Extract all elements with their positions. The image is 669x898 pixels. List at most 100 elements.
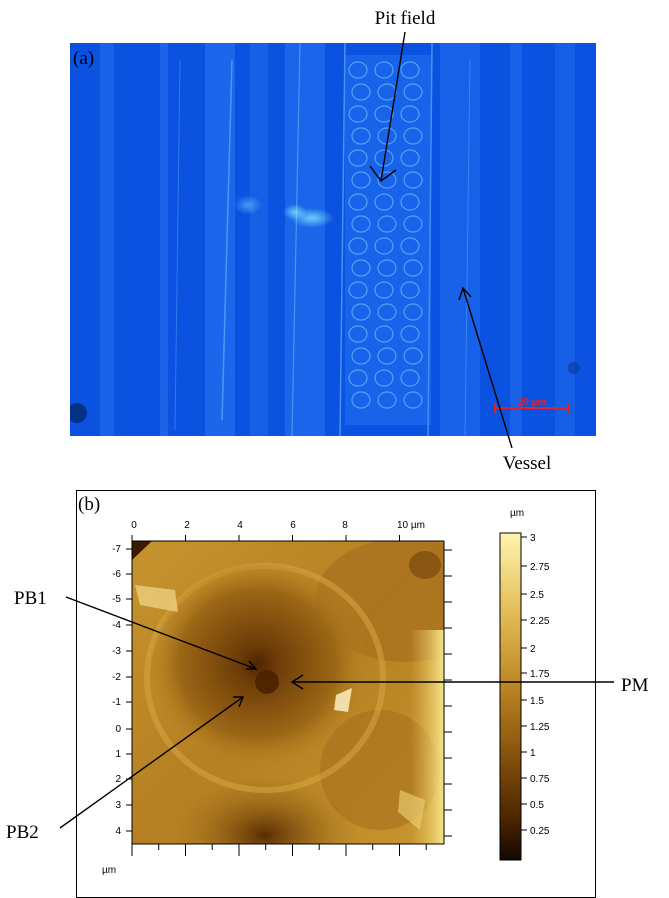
pit [374, 105, 394, 123]
pit-field-arrow [369, 31, 406, 182]
pit [348, 193, 368, 211]
colorbar-tick-11: 0.25 [530, 826, 550, 837]
pit [400, 237, 420, 255]
pit [348, 149, 368, 167]
y-tick-5: -2 [112, 672, 121, 683]
y-tick-4: -3 [112, 646, 121, 657]
vessel-label: Vessel [503, 453, 552, 474]
pit [403, 391, 423, 409]
panel-a-micrograph [70, 43, 596, 436]
pit [403, 259, 423, 277]
pb2-label: PB2 [6, 822, 39, 843]
x-tick-4: 8 [342, 520, 348, 531]
pb1-label: PB1 [14, 588, 47, 609]
pit [403, 215, 423, 233]
pit [348, 281, 368, 299]
pit [400, 149, 420, 167]
pit [400, 61, 420, 79]
pit [374, 61, 394, 79]
y-tick-10: 3 [115, 800, 121, 811]
y-tick-0: -7 [112, 544, 121, 555]
pit [351, 171, 371, 189]
pit [400, 105, 420, 123]
colorbar-tick-6: 1.5 [530, 696, 544, 707]
scale-bar: 20 µm [494, 397, 570, 413]
pit [403, 171, 423, 189]
colorbar-tick-7: 1.25 [530, 722, 550, 733]
pit-field-label: Pit field [375, 8, 436, 29]
x-tick-3: 6 [290, 520, 296, 531]
pit [400, 369, 420, 387]
x-tick-2: 4 [237, 520, 243, 531]
height-colorbar [499, 532, 522, 861]
afm-height-image [132, 541, 444, 844]
pit [374, 369, 394, 387]
colorbar-tick-4: 2 [530, 644, 536, 655]
pit [348, 369, 368, 387]
x-tick-5: 10 µm [397, 520, 425, 531]
pit [374, 237, 394, 255]
pit [351, 391, 371, 409]
pit [403, 83, 423, 101]
colorbar-tick-9: 0.75 [530, 774, 550, 785]
pit [351, 303, 371, 321]
pit [377, 215, 397, 233]
y-tick-6: -1 [112, 697, 121, 708]
pit [348, 105, 368, 123]
panel-a-label: (a) [73, 48, 94, 69]
afm-y-axis [126, 548, 132, 832]
afm-right-ticks [444, 549, 452, 837]
colorbar-unit: µm [510, 508, 524, 519]
y-tick-11: 4 [115, 826, 121, 837]
pit [400, 281, 420, 299]
colorbar-tick-5: 1.75 [530, 669, 550, 680]
pit [400, 193, 420, 211]
colorbar-tick-10: 0.5 [530, 800, 544, 811]
pit [374, 281, 394, 299]
y-tick-3: -4 [112, 620, 121, 631]
pit [377, 171, 397, 189]
pit [348, 61, 368, 79]
colorbar-ticks [521, 536, 527, 831]
pm-arrow [290, 674, 614, 690]
y-tick-2: -5 [112, 594, 121, 605]
x-tick-1: 2 [184, 520, 190, 531]
pit [351, 83, 371, 101]
pit [400, 325, 420, 343]
y-tick-8: 1 [115, 749, 121, 760]
pit [377, 347, 397, 365]
colorbar-tick-0: 3 [530, 533, 536, 544]
pb1-arrow [65, 596, 258, 670]
afm-image-border [131, 540, 445, 845]
pb2-arrow [59, 696, 245, 829]
vessel-arrow [458, 286, 513, 449]
pit [374, 193, 394, 211]
pit [403, 127, 423, 145]
scale-bar-label: 20 µm [518, 397, 547, 408]
pit [351, 259, 371, 277]
pit [377, 391, 397, 409]
pit [351, 127, 371, 145]
pit [348, 325, 368, 343]
pit [351, 215, 371, 233]
pit [374, 325, 394, 343]
y-tick-9: 2 [115, 774, 121, 785]
x-axis-unit: µm [102, 865, 116, 876]
pit [351, 347, 371, 365]
colorbar-tick-1: 2.75 [530, 562, 550, 573]
pit [348, 237, 368, 255]
colorbar-tick-8: 1 [530, 748, 536, 759]
pit [377, 303, 397, 321]
pit [377, 259, 397, 277]
afm-x-axis [131, 535, 400, 541]
x-tick-0: 0 [131, 520, 137, 531]
y-tick-1: -6 [112, 569, 121, 580]
pit-field-pits [348, 61, 423, 409]
panel-b-label: (b) [78, 494, 100, 515]
pm-label: PM [621, 675, 649, 696]
afm-bottom-ticks [131, 844, 427, 856]
pit [403, 303, 423, 321]
colorbar-tick-3: 2.25 [530, 616, 550, 627]
pit [403, 347, 423, 365]
